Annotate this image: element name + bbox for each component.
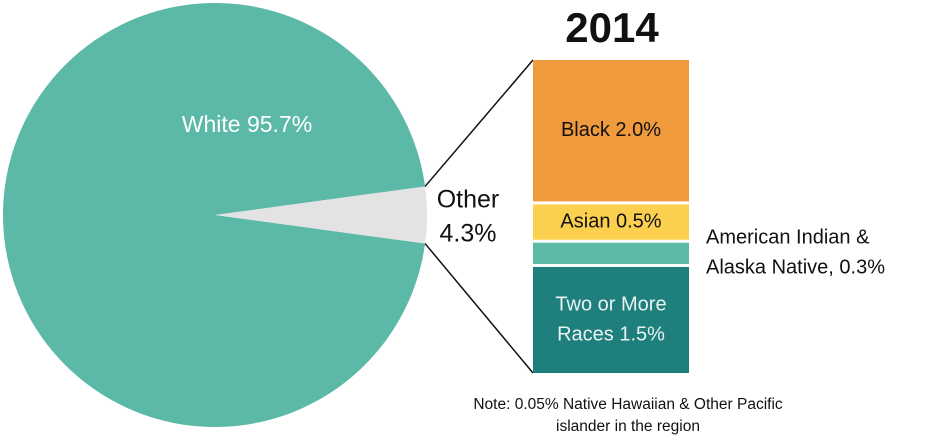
bar-segment [533,60,689,202]
chart-title: 2014 [565,4,659,51]
pie-label: Other [437,186,500,214]
bar-label: Races 1.5% [557,323,665,345]
pie-label: White 95.7% [182,111,312,137]
connector [424,59,534,187]
bar-segment [533,242,689,264]
bar-label: Black 2.0% [561,119,661,141]
bar-label: Alaska Native, 0.3% [706,257,885,279]
bar-label: American Indian & [706,227,870,249]
pie-label: 4.3% [440,220,497,248]
pie-slice [3,2,426,427]
bar-segment [533,266,689,373]
note: Note: 0.05% Native Hawaiian & Other Paci… [473,396,783,413]
bar-label: Asian 0.5% [560,210,661,232]
bar-label: Two or More [555,293,666,315]
connector [424,243,534,374]
pie-slice [215,186,427,244]
bar-segment [533,204,689,240]
note: islander in the region [556,418,700,435]
